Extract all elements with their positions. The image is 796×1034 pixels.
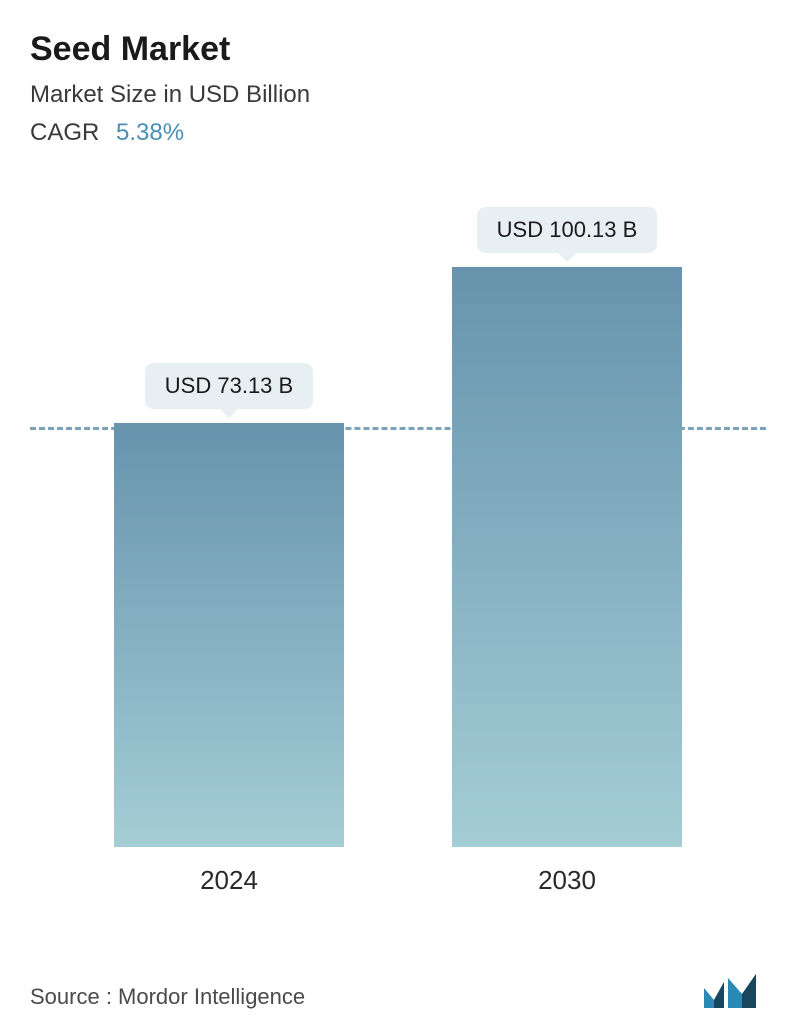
bar-label-wrap: USD 100.13 B	[477, 207, 658, 253]
year-axis: 2024 2030	[30, 847, 766, 896]
bar-value-label: USD 73.13 B	[145, 363, 313, 409]
chart-title: Seed Market	[30, 30, 766, 69]
source-text: Source : Mordor Intelligence	[30, 984, 305, 1010]
cagr-value: 5.38%	[116, 119, 184, 146]
year-label-2024: 2024	[89, 865, 369, 896]
year-label-2030: 2030	[427, 865, 707, 896]
chart-subtitle: Market Size in USD Billion	[30, 81, 766, 109]
chart-area: USD 73.13 B USD 100.13 B 2024 2030	[30, 187, 766, 907]
cagr-line: CAGR 5.38%	[30, 119, 766, 147]
chart-header: Seed Market Market Size in USD Billion C…	[30, 30, 766, 147]
cagr-label: CAGR	[30, 119, 99, 146]
bar-group-2024: USD 73.13 B	[89, 363, 369, 847]
bar-group-2030: USD 100.13 B	[427, 207, 707, 847]
bar-2030	[452, 267, 682, 847]
bar-2024	[114, 423, 344, 847]
bar-label-wrap: USD 73.13 B	[145, 363, 313, 409]
bars-container: USD 73.13 B USD 100.13 B	[30, 187, 766, 847]
bar-value-label: USD 100.13 B	[477, 207, 658, 253]
chart-footer: Source : Mordor Intelligence	[30, 970, 766, 1010]
brand-logo-icon	[702, 970, 766, 1010]
